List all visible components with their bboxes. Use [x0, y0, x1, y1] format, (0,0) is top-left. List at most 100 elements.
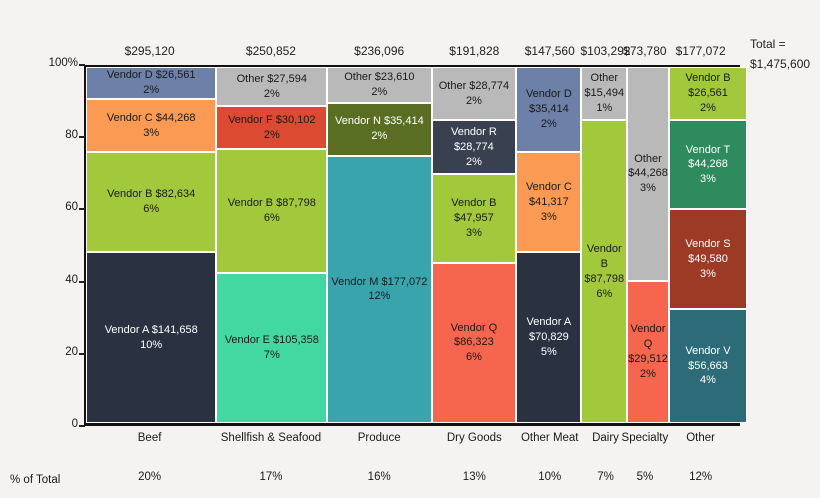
- segment-label: Vendor F $30,102 2%: [217, 113, 326, 143]
- y-tick-label-40: 40: [65, 273, 78, 286]
- segment-percent: 3%: [700, 267, 716, 280]
- y-tick-mark-100: [79, 64, 85, 66]
- share-label-other-meat: 10%: [538, 471, 562, 483]
- segment-label: Vendor Q $86,323 6%: [433, 321, 516, 366]
- segment-percent: 6%: [465, 351, 482, 364]
- segment-vendor-b-other: Vendor B $26,561 2%: [668, 67, 748, 121]
- segment-label: Vendor B $26,561 2%: [670, 71, 746, 116]
- segment-vendor-b-dry-goods: Vendor B $47,957 3%: [431, 173, 517, 263]
- column-total-other-meat: $147,560: [524, 44, 575, 58]
- segment-percent: 3%: [465, 226, 482, 239]
- segment-percent: 2%: [371, 85, 388, 98]
- column-produce: Other $23,610 2% Vendor N $35,414 2% Vendor …: [327, 67, 432, 423]
- segment-percent: 3%: [143, 126, 160, 139]
- segment-label: Other $23,610 2%: [328, 70, 430, 100]
- segment-vendor-amount: Vendor B $47,957: [451, 197, 497, 224]
- share-label-specialty: 5%: [636, 471, 654, 483]
- share-label-beef: 20%: [138, 471, 162, 483]
- segment-percent: 2%: [700, 102, 716, 115]
- column-beef: Vendor D $26,561 2% Vendor C $44,268 3% Vend…: [86, 67, 217, 423]
- segment-label: Other $44,268 3%: [628, 152, 668, 197]
- segment-vendor-amount: Vendor B $26,561: [685, 72, 731, 100]
- segment-percent: 10%: [140, 338, 163, 351]
- segment-percent: 6%: [143, 203, 160, 216]
- segment-label: Vendor B $87,798 6%: [217, 196, 326, 226]
- column-total-other: $177,072: [675, 44, 726, 58]
- segment-vendor-r-dry-goods: Vendor R $28,774 2%: [431, 120, 517, 174]
- segment-vendor-amount: Vendor B $87,798: [227, 197, 316, 210]
- segment-vendor-e-shellfish-seafood: Vendor E $105,358 7%: [216, 273, 328, 423]
- segment-vendor-amount: Vendor C $44,268: [106, 111, 196, 124]
- segment-vendor-amount: Vendor C $41,317: [525, 181, 572, 208]
- grand-total-label: Total = $1,475,600: [750, 35, 810, 75]
- segment-vendor-amount: Vendor V $56,663: [685, 344, 731, 372]
- y-tick-label-0: 0: [71, 418, 78, 430]
- segment-vendor-amount: Vendor T $44,268: [685, 143, 731, 171]
- y-tick-mark-20: [79, 352, 85, 355]
- y-tick-label-80: 80: [65, 129, 78, 142]
- column-total-produce: $236,096: [354, 44, 405, 58]
- segment-percent: 2%: [143, 84, 160, 97]
- y-tick-label-20: 20: [65, 345, 78, 358]
- column-total-beef: $295,120: [124, 44, 175, 58]
- segment-vendor-d-other-meat: Vendor D $35,414 2%: [516, 67, 582, 153]
- share-label-dry-goods: 13%: [462, 471, 486, 483]
- segment-percent: 2%: [465, 155, 482, 168]
- segment-vendor-amount: Vendor M $177,072: [331, 275, 428, 288]
- segment-label: Vendor A $141,658 10%: [87, 323, 215, 353]
- segment-percent: 7%: [263, 349, 280, 362]
- segment-label: Vendor B $87,798 6%: [582, 242, 626, 301]
- segment-percent: 2%: [640, 367, 656, 380]
- share-label-other: 12%: [689, 471, 713, 483]
- segment-percent: 2%: [263, 87, 280, 100]
- segment-vendor-a-other-meat: Vendor A $70,829 5%: [516, 252, 582, 423]
- segment-vendor-amount: Vendor Q $86,323: [450, 321, 498, 349]
- y-tick-mark-40: [79, 280, 85, 283]
- category-label-dairy: Dairy: [592, 432, 619, 444]
- segment-vendor-b-beef: Vendor B $82,634 6%: [86, 152, 217, 253]
- segment-vendor-amount: Vendor A $141,658: [104, 323, 198, 336]
- segment-label: Vendor D $35,414 2%: [517, 87, 580, 132]
- segment-label: Other $27,594 2%: [217, 72, 326, 102]
- segment-vendor-m-produce: Vendor M $177,072 12%: [327, 155, 432, 423]
- y-tick-mark-80: [79, 136, 85, 139]
- category-label-other: Other: [686, 432, 716, 444]
- segment-other-shellfish-seafood: Other $27,594 2%: [216, 67, 328, 107]
- segment-vendor-amount: Other $27,594: [236, 72, 307, 85]
- segment-vendor-b-shellfish-seafood: Vendor B $87,798 6%: [216, 148, 328, 274]
- column-total-dairy: $103,292: [580, 44, 631, 58]
- segment-percent: 5%: [540, 345, 557, 358]
- category-label-shellfish-seafood: Shellfish & Seafood: [220, 432, 322, 444]
- percent-of-total-row-label: % of Total: [10, 474, 61, 486]
- segment-vendor-amount: Vendor A $70,829: [526, 316, 572, 344]
- segment-label: Vendor E $105,358 7%: [217, 333, 326, 363]
- segment-vendor-amount: Vendor D $35,414: [525, 88, 572, 116]
- segment-label: Vendor A $70,829 5%: [517, 315, 580, 360]
- segment-percent: 2%: [371, 130, 388, 143]
- column-total-dry-goods: $191,828: [449, 44, 500, 58]
- category-label-beef: Beef: [137, 432, 162, 444]
- segment-vendor-amount: Vendor F $30,102: [228, 113, 316, 126]
- segment-vendor-f-shellfish-seafood: Vendor F $30,102 2%: [216, 106, 328, 149]
- category-label-produce: Produce: [357, 432, 401, 444]
- plot-area: Vendor D $26,561 2% Vendor C $44,268 3% Vend…: [84, 65, 748, 426]
- segment-vendor-amount: Vendor D $26,561: [106, 69, 196, 82]
- segment-percent: 3%: [640, 182, 656, 195]
- segment-vendor-c-other-meat: Vendor C $41,317 3%: [516, 152, 582, 253]
- segment-percent: 6%: [596, 287, 613, 300]
- segment-label: Vendor B $82,634 6%: [87, 187, 215, 217]
- segment-percent: 2%: [465, 94, 482, 107]
- segment-percent: 3%: [540, 210, 557, 223]
- segment-vendor-amount: Vendor R $28,774: [450, 125, 497, 153]
- share-label-dairy: 7%: [597, 471, 614, 483]
- segment-percent: 4%: [700, 374, 716, 387]
- segment-vendor-d-beef: Vendor D $26,561 2%: [86, 67, 217, 100]
- segment-vendor-t-other: Vendor T $44,268 3%: [668, 120, 748, 210]
- segment-percent: 2%: [263, 128, 280, 141]
- segment-vendor-n-produce: Vendor N $35,414 2%: [327, 102, 432, 156]
- segment-label: Vendor Q $29,512 2%: [628, 322, 668, 381]
- segment-vendor-amount: Vendor B $87,798: [584, 243, 625, 285]
- segment-label: Vendor M $177,072 12%: [328, 275, 430, 305]
- y-tick-label-60: 60: [65, 201, 78, 214]
